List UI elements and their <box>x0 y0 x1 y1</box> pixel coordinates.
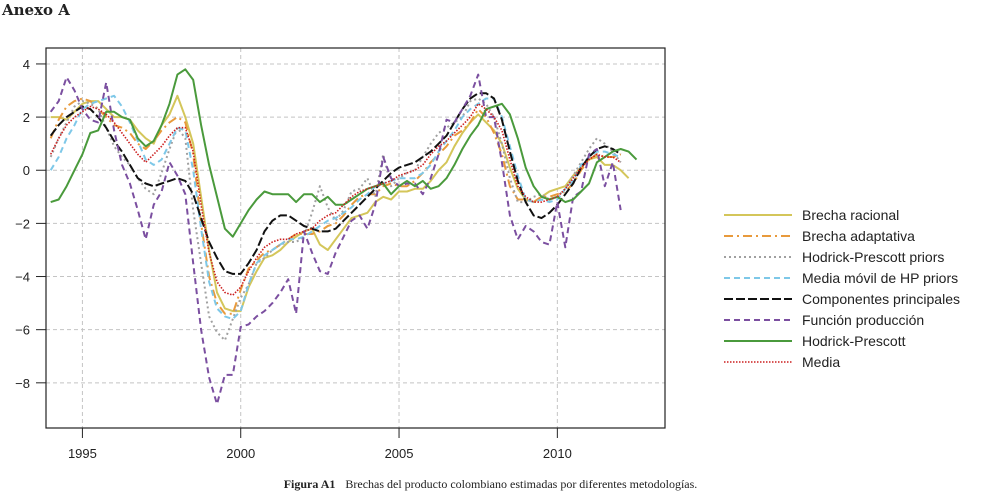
y-tick-label: 4 <box>23 57 30 72</box>
y-tick-label: −6 <box>15 323 30 338</box>
figure-caption: Figura A1 Brechas del producto colombiano… <box>0 477 981 492</box>
caption-label: Figura A1 <box>283 477 336 491</box>
x-tick-label: 2010 <box>543 446 572 461</box>
series-line-brecha-adaptativa <box>49 97 622 315</box>
series-line-hodrick-prescott <box>50 68 638 238</box>
legend-label-media-movil-de-hp-priors: Media móvil de HP priors <box>802 270 958 286</box>
caption-text: Brechas del producto colombiano estimada… <box>345 477 698 491</box>
y-tick-label: 0 <box>23 163 30 178</box>
legend-label-brecha-racional: Brecha racional <box>802 207 899 223</box>
legend-label-componentes-principales: Componentes principales <box>802 291 960 307</box>
y-tick-label: −2 <box>15 216 30 231</box>
series-line-brecha-racional <box>50 94 630 313</box>
series-line-media-movil-de-hp-priors <box>49 94 622 320</box>
x-tick-label: 1995 <box>68 446 97 461</box>
legend: Brecha racional Brecha adaptativa Hodrick-… <box>724 207 960 370</box>
series-lines <box>49 68 638 406</box>
y-tick-label: −4 <box>15 270 30 285</box>
grid-lines <box>46 48 665 428</box>
legend-label-brecha-adaptativa: Brecha adaptativa <box>802 228 915 244</box>
x-tick-label: 2000 <box>226 446 255 461</box>
x-tick-label: 2005 <box>385 446 414 461</box>
axes: 1995 2000 2005 2010 4 2 0 −2 −4 −6 −8 <box>15 57 572 461</box>
y-tick-label: −8 <box>15 376 30 391</box>
legend-label-hodrick-prescott: Hodrick-Prescott <box>802 333 906 349</box>
legend-label-media: Media <box>802 354 840 370</box>
legend-label-funcion-produccion: Función producción <box>802 312 924 328</box>
plot-frame <box>45 47 666 429</box>
series-line-componentes-principales <box>49 92 622 275</box>
line-chart: 1995 2000 2005 2010 4 2 0 −2 −4 −6 −8 Brecha racio… <box>15 47 960 461</box>
series-line-media <box>49 103 622 296</box>
annex-title: Anexo A <box>2 1 70 19</box>
y-tick-label: 2 <box>23 110 30 125</box>
series-line-funcion-produccion <box>49 73 622 406</box>
legend-label-hodrick-prescott-priors: Hodrick-Prescott priors <box>802 249 944 265</box>
